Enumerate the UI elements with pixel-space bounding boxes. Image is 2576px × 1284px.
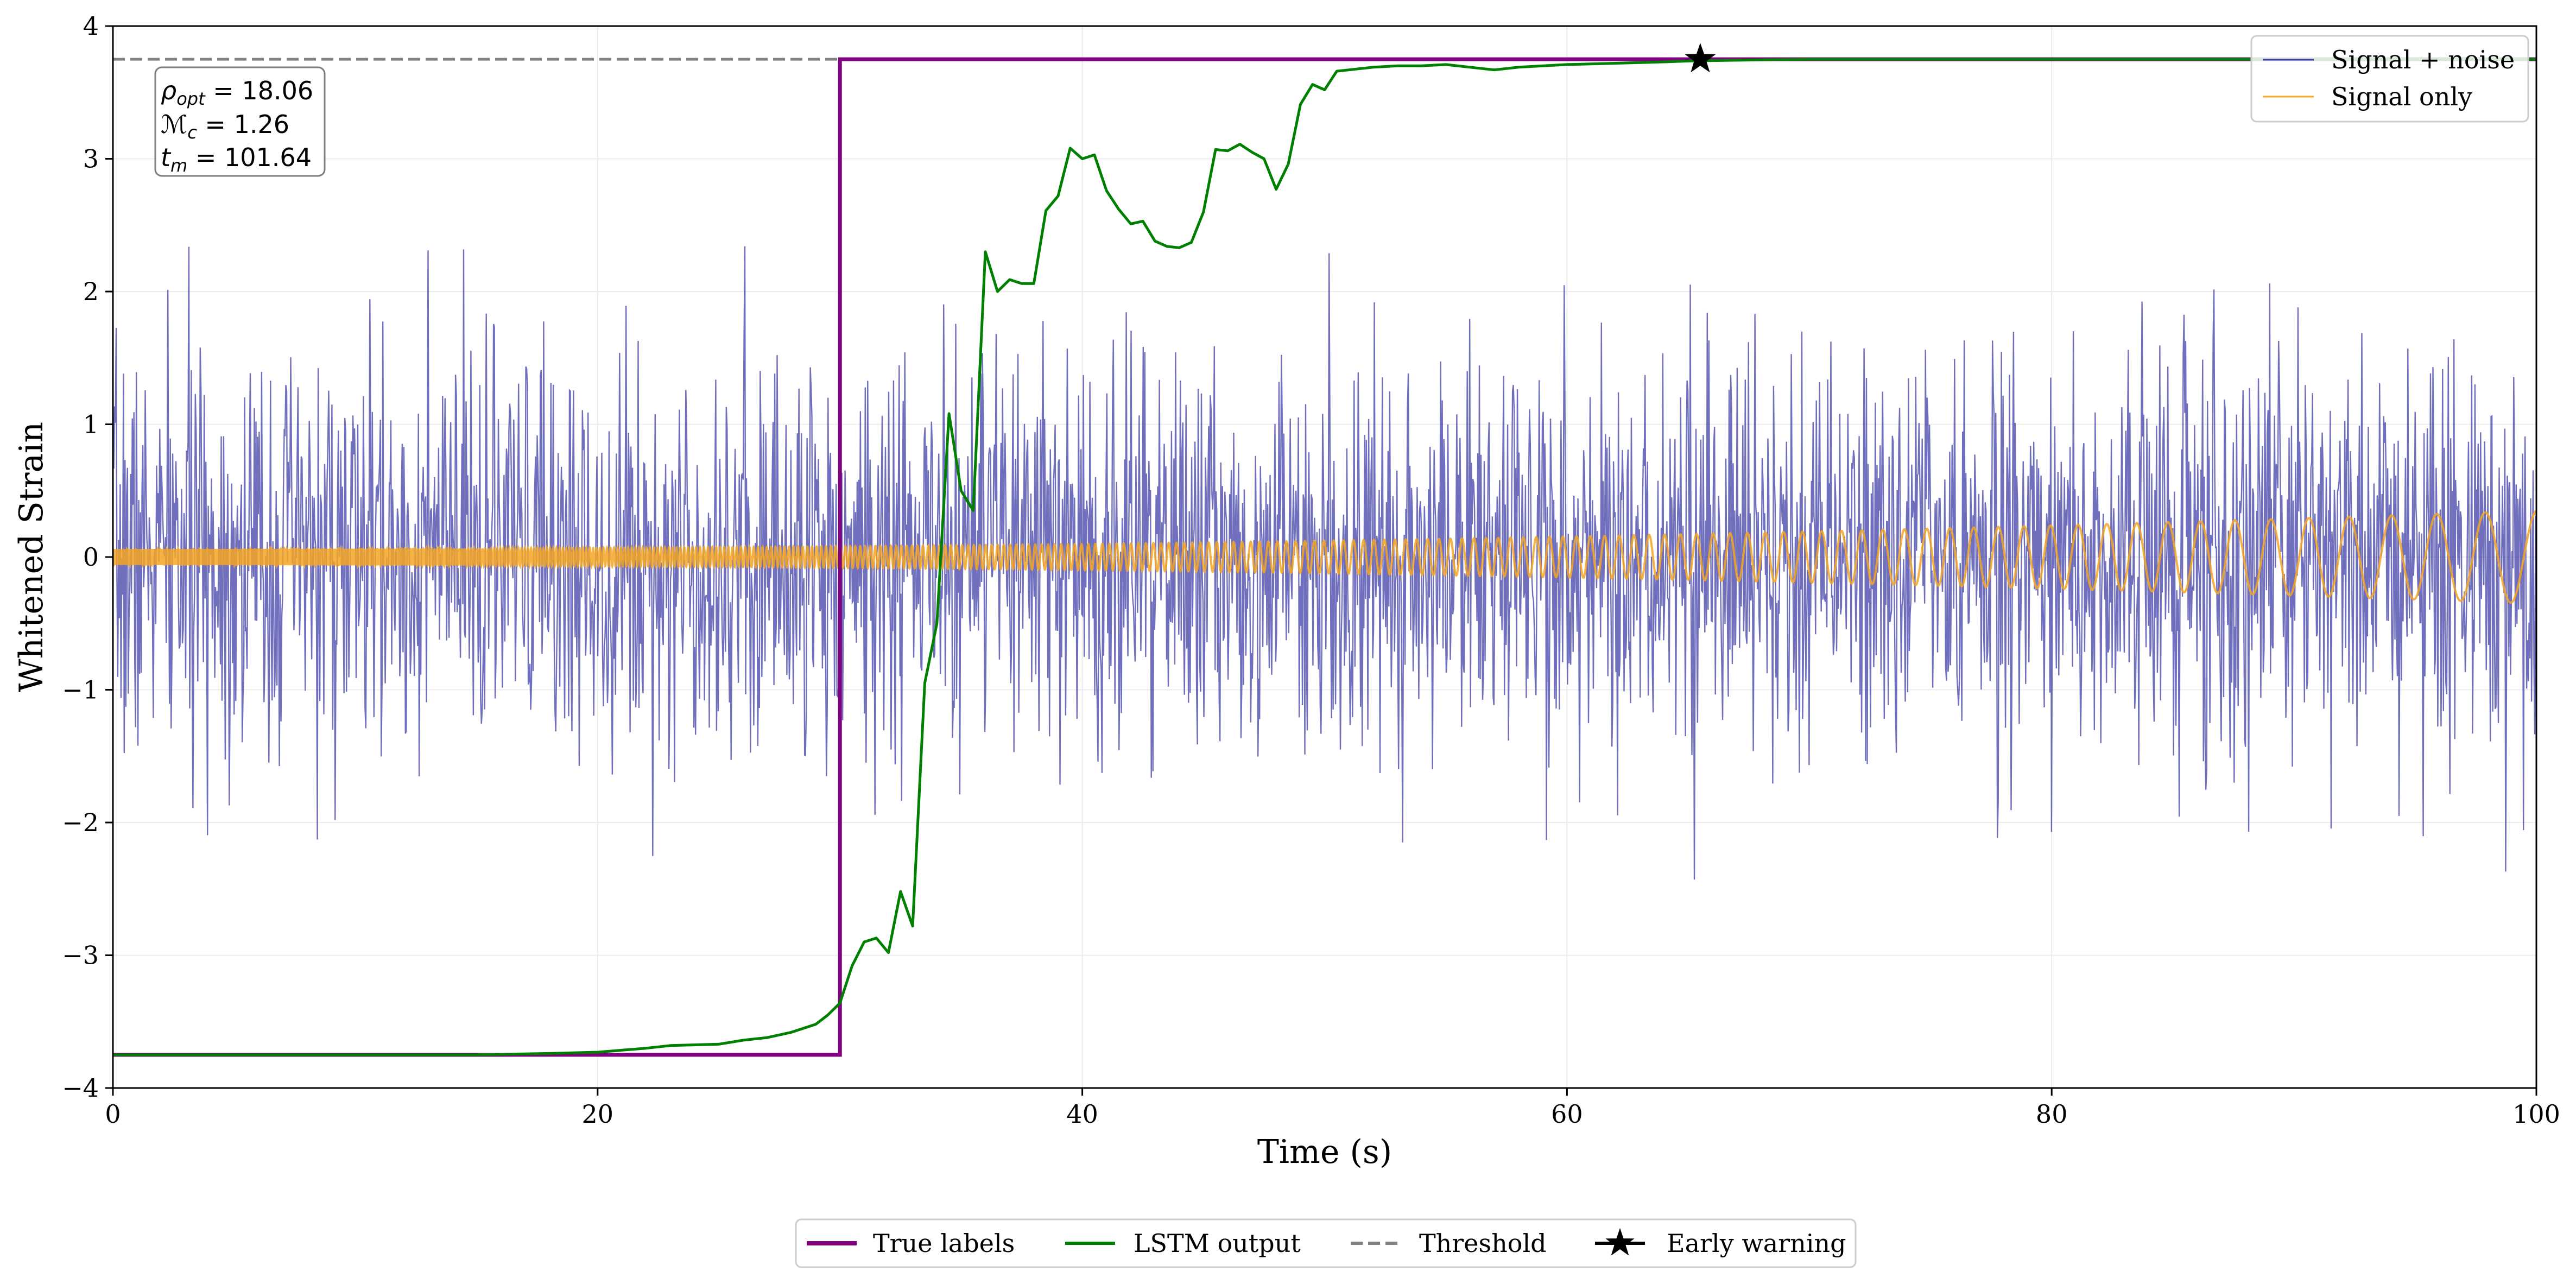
y-tick-label: 4 (83, 11, 99, 41)
legend-outer: True labels LSTM output Threshold Early … (795, 1218, 1857, 1268)
y-tick-label: −1 (62, 675, 99, 705)
legend-label-true-labels: True labels (873, 1229, 1015, 1258)
annotation-box: ρopt = 18.06 ℳc = 1.26 tm = 101.64 (154, 66, 326, 177)
annotation-rho-opt: ρopt = 18.06 (161, 76, 313, 109)
x-tick-label: 100 (2512, 1099, 2560, 1129)
legend-label-signal: Signal only (2331, 82, 2472, 111)
y-tick-label: −2 (62, 808, 99, 837)
legend-swatch-early-warning-star (1605, 1228, 1635, 1256)
y-tick-label: 3 (83, 144, 99, 174)
x-tick-label: 40 (1066, 1099, 1098, 1129)
x-tick-label: 80 (2036, 1099, 2068, 1129)
y-tick-label: −3 (62, 941, 99, 970)
plot-area (113, 57, 2536, 1057)
axes-ticks: 0 20 40 60 80 100 −4 −3 −2 −1 0 1 2 3 4 (62, 11, 2560, 1129)
series-signal-only (113, 510, 2536, 604)
series-lstm-output (113, 58, 2536, 1057)
grid (113, 26, 2536, 1088)
annotation-merge-time: tm = 101.64 (161, 143, 312, 176)
y-tick-label: −4 (62, 1073, 99, 1103)
legend-label-lstm: LSTM output (1134, 1229, 1301, 1258)
x-axis-label: Time (s) (1257, 1133, 1392, 1171)
annotation-chirp-mass: ℳc = 1.26 (161, 110, 289, 143)
y-tick-label: 1 (83, 410, 99, 439)
y-axis-label: Whitened Strain (12, 422, 50, 692)
y-tick-label: 2 (83, 277, 99, 306)
legend-inner: Signal + noise Signal only (2250, 35, 2529, 123)
y-tick-label: 0 (83, 542, 99, 572)
early-warning-marker (1685, 43, 1716, 73)
legend-label-threshold: Threshold (1419, 1229, 1547, 1258)
x-tick-label: 0 (105, 1099, 121, 1129)
legend-label-noise: Signal + noise (2331, 45, 2515, 74)
legend-label-early-warning: Early warning (1667, 1229, 1846, 1258)
x-tick-label: 60 (1551, 1099, 1583, 1129)
x-tick-label: 20 (582, 1099, 614, 1129)
